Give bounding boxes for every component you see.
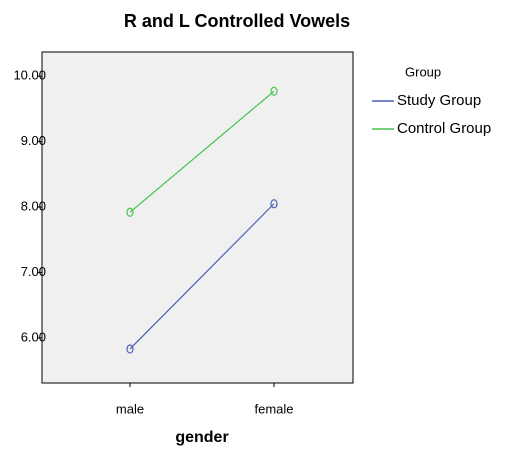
plot-area xyxy=(41,51,354,384)
point-marker xyxy=(270,86,278,96)
series-line xyxy=(129,90,275,213)
point-marker xyxy=(126,344,134,354)
y-tick-label: 10.00 xyxy=(13,68,46,83)
legend-label: Control Group xyxy=(397,120,491,137)
x-axis-title: gender xyxy=(175,429,228,446)
chart-title: R and L Controlled Vowels xyxy=(124,11,350,31)
x-tick-label: male xyxy=(116,401,144,416)
y-tick-label: 9.00 xyxy=(21,133,46,148)
point-marker xyxy=(126,207,134,217)
legend-label: Study Group xyxy=(397,92,481,109)
legend-title: Group xyxy=(405,64,441,79)
series-line xyxy=(129,203,275,350)
point-marker xyxy=(270,199,278,209)
y-tick-label: 8.00 xyxy=(21,198,46,213)
y-tick-label: 7.00 xyxy=(21,264,46,279)
x-tick-label: female xyxy=(254,401,293,416)
y-tick-label: 6.00 xyxy=(21,329,46,344)
